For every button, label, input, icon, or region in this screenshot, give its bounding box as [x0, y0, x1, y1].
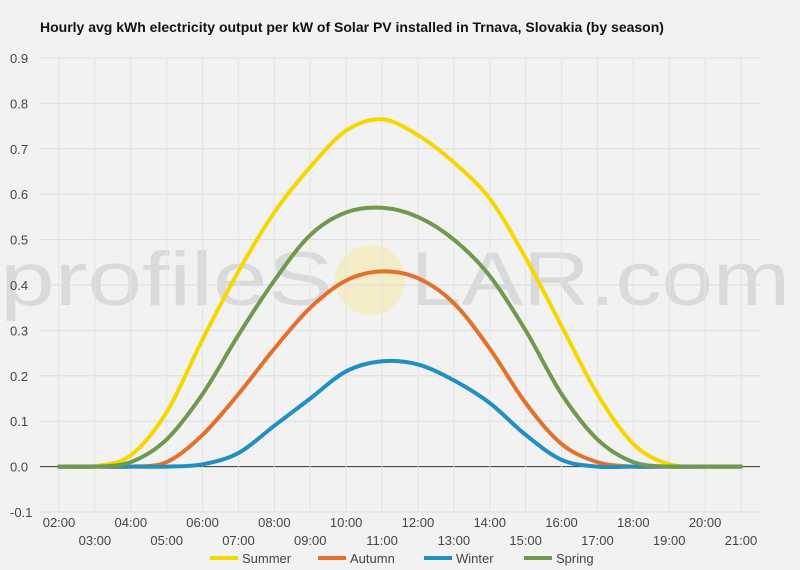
y-tick-label: 0.0	[10, 460, 28, 475]
x-tick-label: 18:00	[617, 515, 650, 530]
x-tick-label: 05:00	[150, 533, 183, 548]
y-tick-label: 0.9	[10, 51, 28, 66]
y-tick-label: 0.2	[10, 369, 28, 384]
series-lines	[57, 117, 743, 470]
watermark: profileS LAR.com	[0, 237, 790, 322]
legend-label-spring: Spring	[556, 551, 594, 566]
y-tick-label: 0.1	[10, 414, 28, 429]
y-tick-label: -0.1	[10, 505, 32, 520]
series-line-winter	[57, 358, 743, 470]
series-line-summer	[57, 117, 743, 470]
x-tick-label: 07:00	[222, 533, 255, 548]
y-tick-label: 0.4	[10, 278, 28, 293]
watermark-text-right: LAR.com	[410, 237, 790, 322]
x-tick-label: 13:00	[438, 533, 471, 548]
x-tick-label: 15:00	[509, 533, 542, 548]
y-tick-label: 0.7	[10, 142, 28, 157]
y-tick-label: 0.3	[10, 323, 28, 338]
x-tick-label: 08:00	[258, 515, 291, 530]
x-tick-label: 02:00	[43, 515, 76, 530]
series-line-spring	[57, 205, 743, 469]
x-tick-label: 11:00	[366, 533, 398, 548]
x-tick-label: 14:00	[473, 515, 506, 530]
y-tick-label: 0.8	[10, 96, 28, 111]
x-tick-label: 17:00	[581, 533, 614, 548]
legend-label-autumn: Autumn	[350, 551, 395, 566]
y-axis-ticks: -0.1 0.0 0.1 0.2 0.3 0.4 0.5 0.6 0.7 0.8 0.9	[10, 51, 32, 520]
x-axis-ticks: 02:0003:0004:0005:0006:0007:0008:0009:00…	[43, 515, 758, 548]
x-tick-label: 19:00	[653, 533, 686, 548]
legend: Summer Autumn Winter Spring	[210, 551, 594, 566]
x-tick-label: 21:00	[725, 533, 758, 548]
x-tick-label: 12:00	[402, 515, 435, 530]
x-tick-label: 10:00	[330, 515, 363, 530]
x-tick-label: 09:00	[294, 533, 327, 548]
chart-title: Hourly avg kWh electricity output per kW…	[40, 19, 664, 35]
legend-label-winter: Winter	[456, 551, 494, 566]
watermark-sun-icon	[335, 245, 405, 315]
x-tick-label: 04:00	[115, 515, 148, 530]
x-tick-label: 20:00	[689, 515, 722, 530]
x-tick-label: 06:00	[186, 515, 219, 530]
x-tick-label: 03:00	[79, 533, 112, 548]
y-tick-label: 0.6	[10, 187, 28, 202]
legend-label-summer: Summer	[242, 551, 292, 566]
y-tick-label: 0.5	[10, 233, 28, 248]
x-tick-label: 16:00	[545, 515, 578, 530]
